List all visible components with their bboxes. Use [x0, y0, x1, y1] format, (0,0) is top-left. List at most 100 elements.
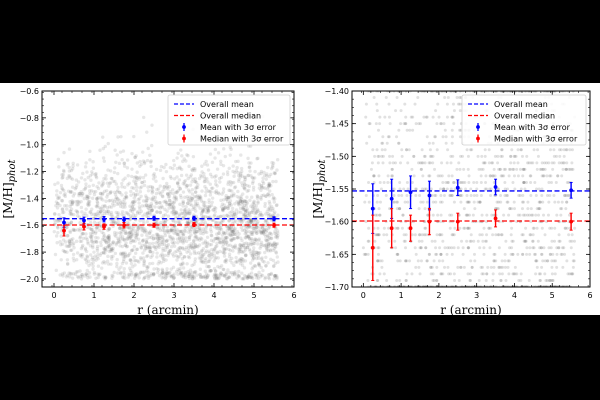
left-scatter-point: [75, 203, 79, 207]
left-scatter-point: [221, 250, 225, 254]
right-scatter-point: [538, 246, 542, 250]
left-scatter-point: [158, 210, 163, 214]
right-scatter-point: [458, 194, 462, 198]
right-scatter-point: [418, 272, 422, 276]
left-scatter-point: [195, 229, 199, 234]
left-scatter-point: [178, 272, 183, 276]
left-scatter-point: [175, 249, 179, 253]
left-scatter-point: [143, 227, 147, 231]
right-scatter-point: [372, 174, 376, 178]
right-scatter-point: [548, 194, 552, 198]
left-scatter-point: [124, 195, 129, 199]
left-scatter-point: [101, 191, 105, 195]
right-scatter-point: [450, 194, 454, 198]
left-scatter-point: [100, 237, 105, 242]
left-scatter-point: [216, 191, 221, 195]
left-scatter-point: [187, 272, 191, 276]
left-scatter-point: [232, 192, 236, 196]
left-scatter-point: [235, 230, 240, 234]
left-scatter-point: [72, 192, 77, 196]
left-scatter-point: [119, 271, 123, 276]
left-scatter-point: [90, 170, 94, 174]
left-scatter-point: [89, 210, 93, 214]
left-scatter-point: [240, 169, 244, 174]
right-scatter-point: [414, 252, 418, 256]
left-scatter-point: [185, 184, 189, 188]
left-scatter-point: [91, 183, 95, 187]
left-scatter-point: [193, 206, 197, 210]
left-scatter-point: [132, 244, 136, 249]
left-scatter-point: [187, 230, 191, 234]
left-scatter-point: [150, 204, 154, 208]
right-scatter-point: [478, 200, 482, 204]
right-scatter-point: [466, 226, 470, 230]
left-scatter-point: [84, 258, 88, 262]
left-scatter-point: [144, 203, 149, 208]
left-scatter-point: [205, 244, 209, 249]
left-scatter-point: [266, 275, 271, 280]
left-scatter-point: [249, 225, 254, 229]
left-scatter-point: [144, 240, 149, 244]
left-scatter-point: [237, 251, 241, 255]
left-scatter-point: [121, 251, 126, 255]
left-scatter-point: [218, 214, 223, 219]
right-scatter-point: [545, 194, 549, 198]
left-scatter-point: [199, 173, 203, 178]
left-scatter-point: [220, 202, 225, 206]
left-scatter-point: [144, 195, 149, 200]
left-scatter-point: [266, 244, 271, 248]
left-scatter-point: [107, 237, 111, 241]
left-scatter-point: [212, 259, 216, 263]
right-scatter-point: [449, 272, 453, 276]
right-scatter-point: [450, 141, 454, 145]
left-scatter-point: [172, 194, 177, 198]
right-scatter-point: [375, 148, 379, 152]
left-scatter-point: [148, 204, 153, 209]
right-mean-point: [455, 185, 460, 190]
left-scatter-point: [92, 220, 97, 225]
right-x-tick-label: 5: [550, 291, 555, 300]
left-scatter-point: [160, 190, 164, 194]
left-scatter-point: [131, 202, 136, 207]
right-scatter-point: [364, 194, 368, 198]
left-scatter-point: [157, 201, 162, 205]
left-scatter-point: [232, 220, 236, 224]
left-scatter-point: [102, 209, 106, 214]
right-scatter-point: [520, 154, 524, 158]
left-scatter-point: [155, 201, 159, 205]
left-scatter-point: [249, 218, 253, 222]
left-scatter-point: [250, 238, 255, 243]
left-scatter-point: [238, 173, 243, 177]
right-scatter-point: [435, 148, 439, 152]
right-scatter-point: [397, 141, 401, 145]
right-scatter-point: [405, 148, 409, 152]
left-scatter-point: [215, 275, 219, 280]
left-scatter-point: [200, 218, 204, 223]
right-scatter-point: [529, 220, 533, 224]
right-scatter-point: [386, 180, 390, 184]
right-scatter-point: [520, 233, 524, 237]
left-scatter-point: [160, 276, 164, 280]
left-scatter-point: [86, 200, 91, 204]
left-scatter-point: [124, 245, 129, 249]
left-scatter-point: [239, 210, 243, 214]
left-scatter-point: [275, 168, 279, 172]
left-median-point: [102, 224, 106, 229]
left-scatter-point: [132, 186, 136, 190]
right-scatter-point: [571, 265, 575, 269]
right-scatter-point: [499, 194, 503, 198]
left-scatter-point: [243, 212, 247, 217]
left-scatter-point: [232, 273, 237, 277]
left-scatter-point: [152, 198, 156, 202]
left-mean-point: [272, 216, 276, 221]
left-scatter-point: [87, 202, 92, 207]
left-scatter-point: [238, 206, 243, 211]
left-scatter-point: [269, 271, 274, 276]
left-scatter-point: [116, 212, 120, 217]
right-scatter-point: [494, 207, 498, 211]
right-scatter-point: [547, 180, 551, 184]
right-median-series: [370, 208, 574, 281]
left-scatter-point: [248, 198, 252, 202]
left-scatter-point: [219, 264, 224, 268]
right-scatter-point: [482, 252, 486, 256]
